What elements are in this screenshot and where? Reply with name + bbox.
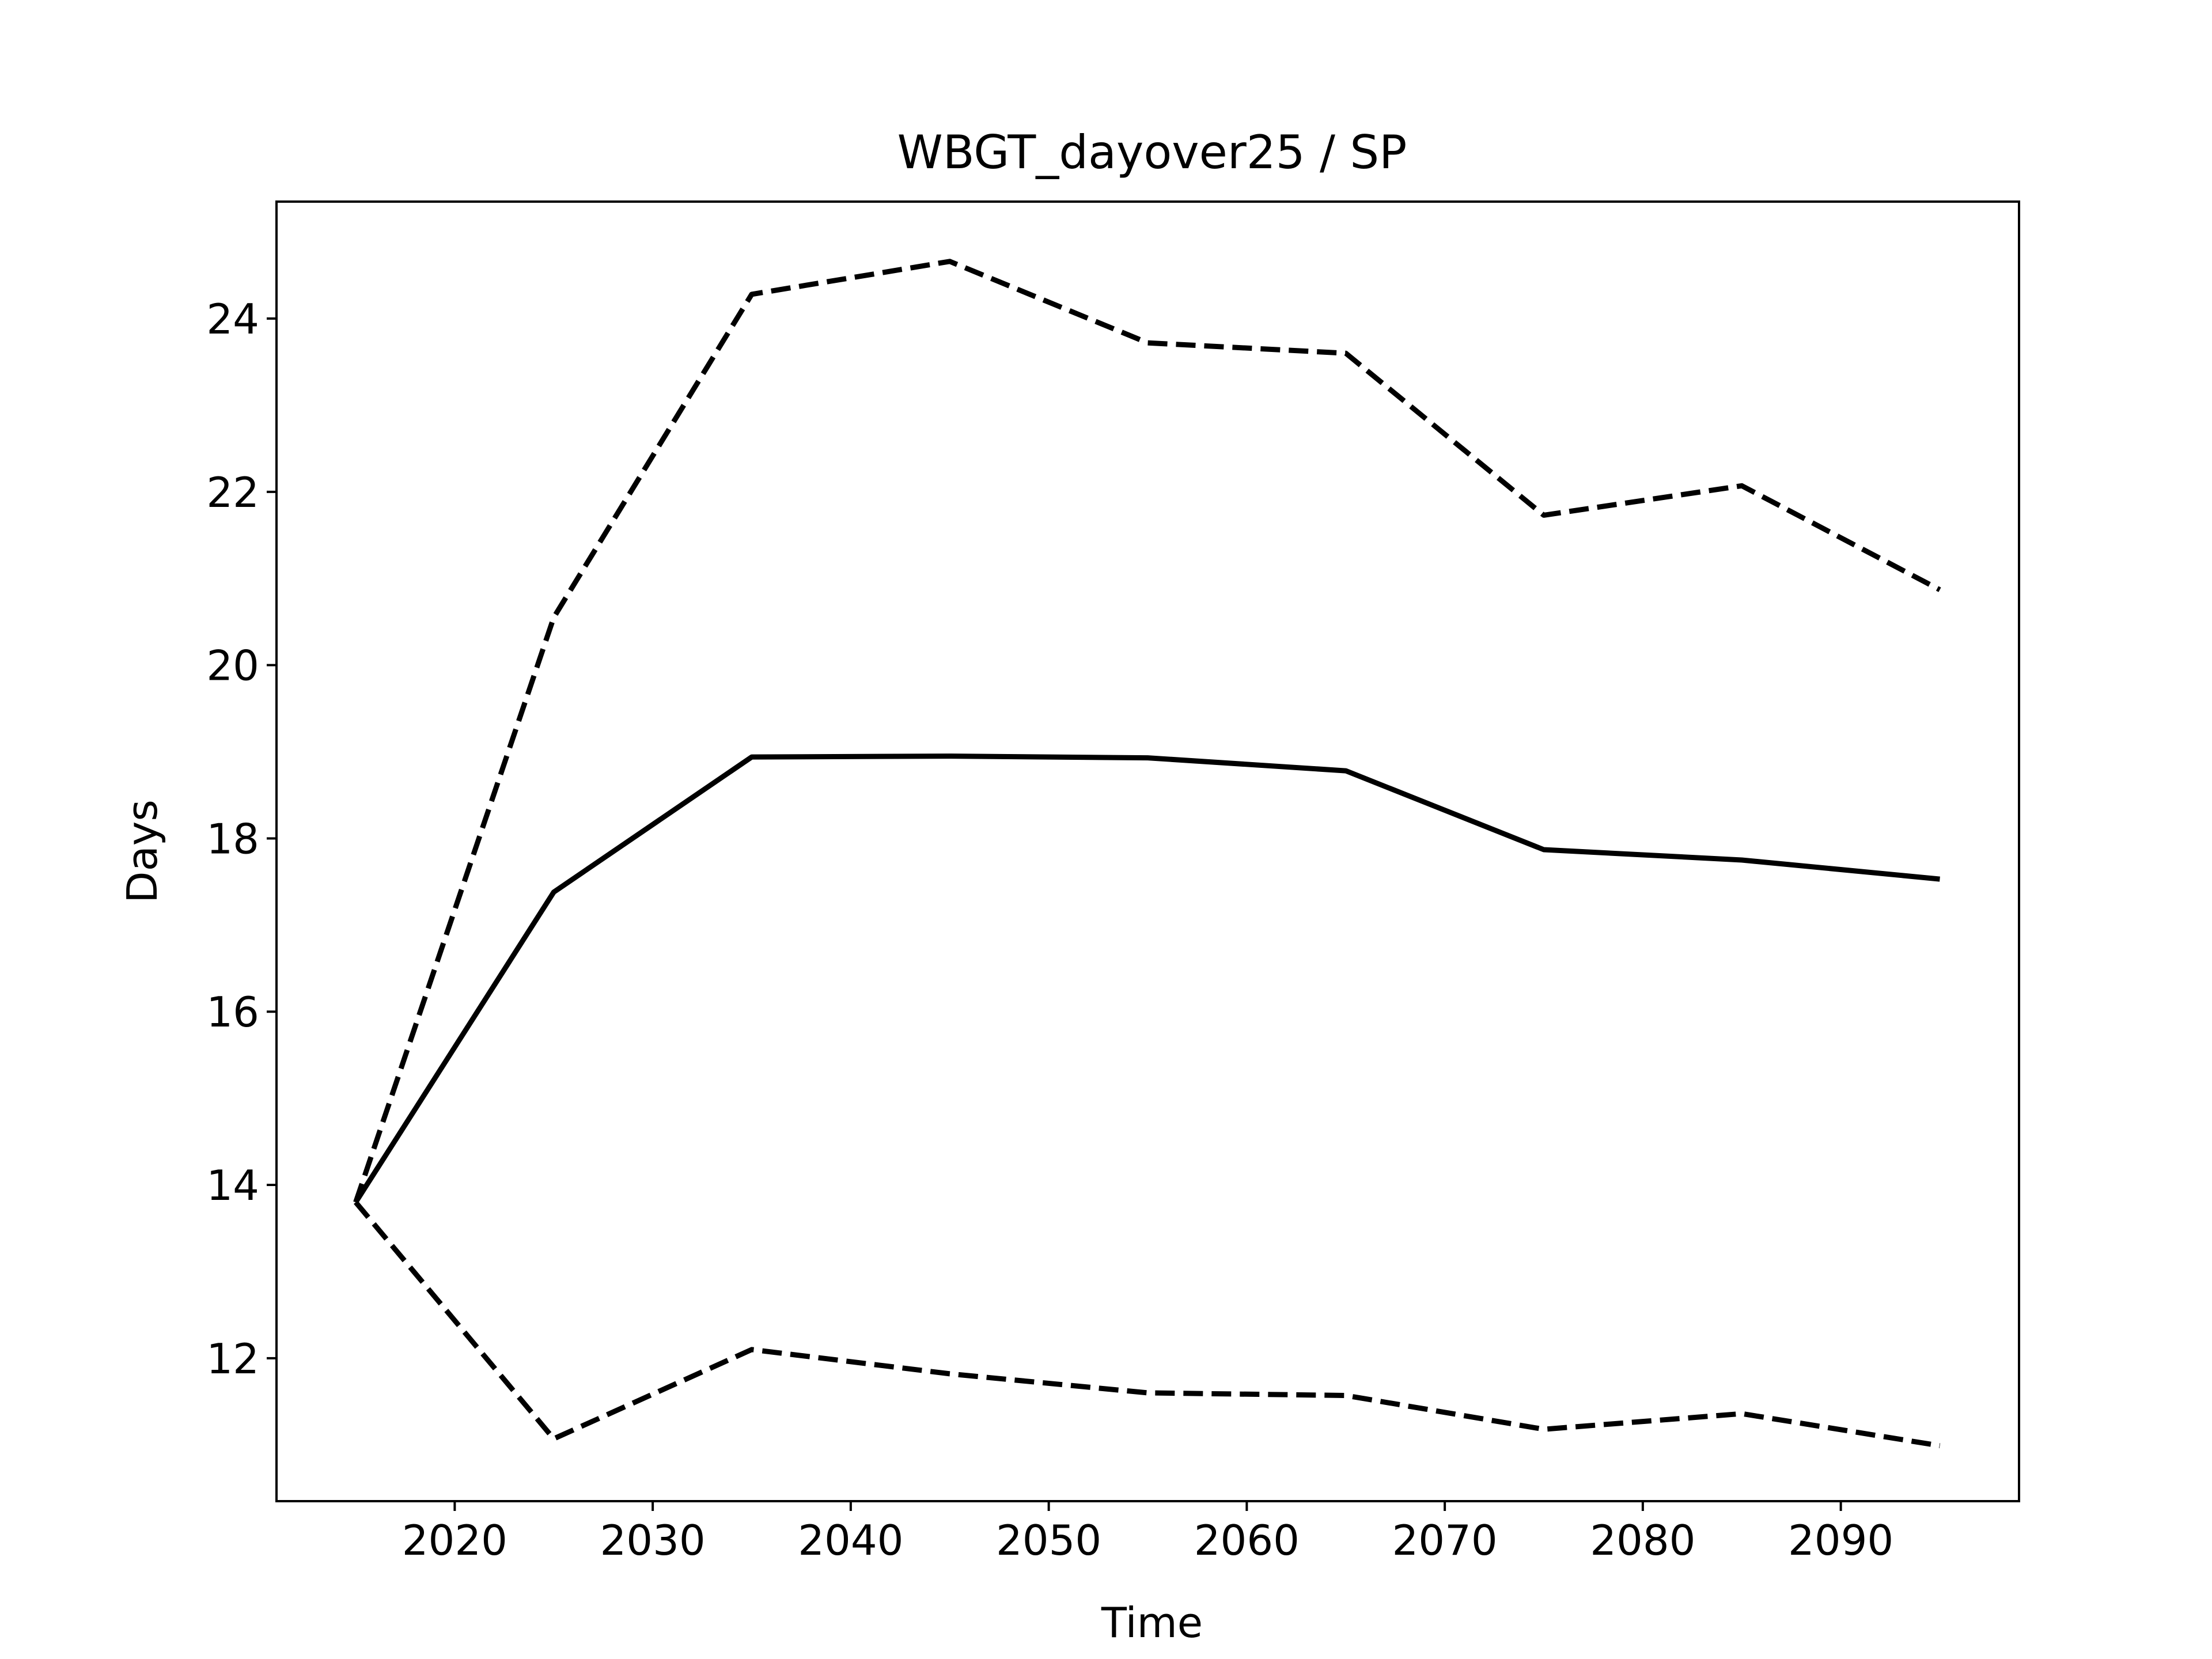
y-tick-label: 18 xyxy=(206,815,259,863)
y-tick-label: 16 xyxy=(206,988,259,1036)
x-axis: 2020 2030 2040 2050 2060 2070 2080 2090 xyxy=(402,1501,1893,1565)
x-tick-label: 2030 xyxy=(600,1516,706,1565)
x-tick-label: 2080 xyxy=(1590,1516,1695,1565)
x-tick-label: 2050 xyxy=(996,1516,1101,1565)
chart-title: WBGT_dayover25 / SP xyxy=(897,126,1407,179)
series-line-2 xyxy=(353,259,1941,1203)
x-tick-label: 2020 xyxy=(402,1516,507,1565)
y-tick-label: 12 xyxy=(206,1335,259,1383)
x-tick-label: 2070 xyxy=(1392,1516,1498,1565)
plot-area xyxy=(353,259,1941,1449)
x-tick-label: 2090 xyxy=(1788,1516,1893,1565)
x-tick-label: 2040 xyxy=(798,1516,903,1565)
series-line-3 xyxy=(354,1200,1941,1449)
x-axis-label: Time xyxy=(1101,1599,1203,1647)
y-axis-label: Days xyxy=(118,800,166,903)
y-tick-label: 14 xyxy=(206,1161,259,1210)
y-axis: 12 14 16 18 20 22 24 xyxy=(206,295,276,1383)
y-tick-label: 24 xyxy=(206,295,259,343)
series-line-1 xyxy=(353,753,1940,1204)
axes-frame xyxy=(275,200,2020,1502)
x-tick-label: 2060 xyxy=(1194,1516,1300,1565)
y-tick-label: 20 xyxy=(206,642,259,690)
y-tick-label: 22 xyxy=(206,468,259,517)
